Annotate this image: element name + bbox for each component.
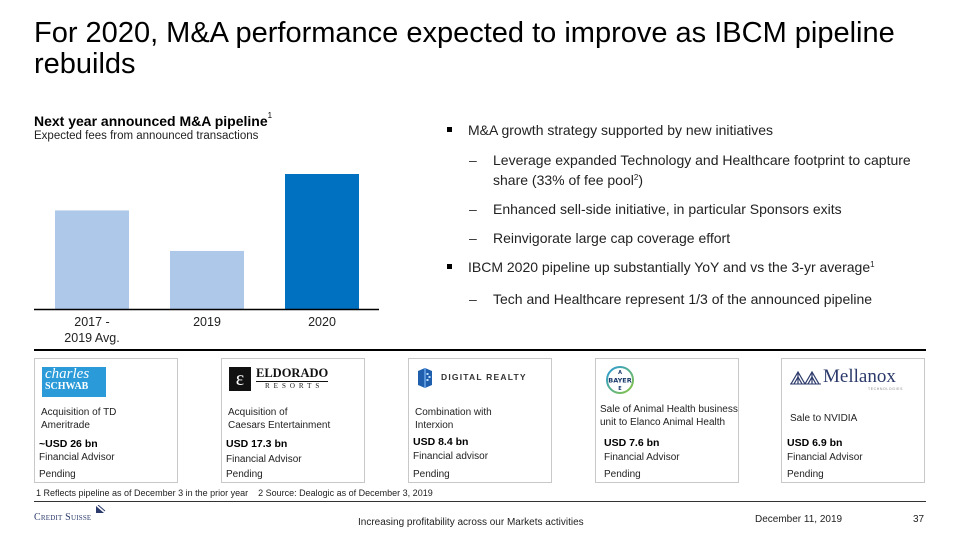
- deal-description: Sale to NVIDIA: [790, 412, 930, 425]
- deal-role: Financial Advisor: [787, 452, 863, 463]
- eldorado-e-icon: ε: [229, 367, 251, 391]
- mellanox-bridge-icon: [790, 371, 821, 385]
- deal-card-eldorado: ε ELDORADO RESORTS Acquisition of Caesars…: [221, 358, 365, 483]
- deal-description: Combination with Interxion: [415, 406, 555, 432]
- bayer-cross-icon: BAYER A E: [606, 366, 634, 394]
- footer-subtitle: Increasing profitability across our Mark…: [358, 517, 584, 528]
- deal-status: Pending: [39, 469, 76, 480]
- deal-status: Pending: [226, 469, 263, 480]
- chart-title: Next year announced M&A pipeline1: [34, 111, 273, 129]
- logo-text: SCHWAB: [45, 381, 89, 392]
- deal-role: Financial advisor: [413, 451, 489, 462]
- deal-card-bayer: BAYER A E Sale of Animal Health business…: [595, 358, 739, 483]
- x-tick-label: 2019: [193, 315, 221, 329]
- credit-suisse-logo: Credit Suisse: [34, 504, 106, 523]
- deal-value: USD 17.3 bn: [226, 438, 288, 450]
- x-tick-label: 2020: [308, 315, 336, 329]
- bullet-text: M&A growth strategy supported by new ini…: [468, 122, 774, 138]
- bar-2017-2019-avg-: [55, 210, 129, 309]
- bar-2019: [170, 250, 244, 309]
- svg-text:A: A: [618, 370, 622, 376]
- chart-header: Next year announced M&A pipeline1 Expect…: [34, 111, 273, 142]
- x-tick-label: 2017 -: [74, 315, 109, 329]
- bayer-logo: BAYER A E: [605, 365, 635, 395]
- deal-role: Financial Advisor: [604, 452, 680, 463]
- footnote-1: 1 Reflects pipeline as of December 3 in …: [36, 488, 249, 498]
- desc-line: Combination with: [415, 407, 492, 418]
- logo-text: DIGITAL REALTY: [441, 372, 527, 382]
- logo-text: ELDORADO: [256, 366, 329, 382]
- footnote-ref: 2: [633, 173, 639, 182]
- svg-text:E: E: [618, 386, 622, 392]
- footnote-2: 2 Source: Dealogic as of December 3, 201…: [258, 488, 433, 498]
- bullet-level2: Reinvigorate large cap coverage effort: [445, 228, 925, 248]
- deal-card-schwab: charles SCHWAB Acquisition of TD Ameritra…: [34, 358, 178, 483]
- section-divider: [34, 349, 926, 351]
- deal-card-mellanox: Mellanox TECHNOLOGIES Sale to NVIDIA USD…: [781, 358, 925, 483]
- bullet-text-suffix: ): [638, 172, 643, 188]
- deal-card-digital-realty: DIGITAL REALTY Combination with Interxion…: [408, 358, 552, 483]
- bullet-text: Enhanced sell-side initiative, in partic…: [493, 201, 842, 217]
- deal-value: USD 8.4 bn: [413, 436, 469, 448]
- bullet-text: Reinvigorate large cap coverage effort: [493, 230, 731, 246]
- deal-value: ~USD 26 bn: [39, 438, 98, 450]
- deal-role: Financial Advisor: [39, 452, 115, 463]
- logo-text: Credit Suisse: [34, 512, 92, 523]
- logo-text: Mellanox: [823, 366, 896, 387]
- slide-title: For 2020, M&A performance expected to im…: [34, 17, 895, 80]
- desc-line: Acquisition of: [228, 407, 288, 418]
- desc-line: Interxion: [415, 420, 454, 431]
- deal-value: USD 6.9 bn: [787, 437, 843, 449]
- desc-line: Sale to NVIDIA: [790, 413, 858, 424]
- footer-date: December 11, 2019: [755, 514, 843, 525]
- desc-line: Acquisition of TD: [41, 407, 117, 418]
- bar-2020: [285, 174, 359, 309]
- logo-text: RESORTS: [265, 382, 324, 390]
- deal-description: Acquisition of Caesars Entertainment: [228, 406, 368, 432]
- desc-line: Sale of Animal Health business: [600, 404, 738, 415]
- charles-schwab-logo: charles SCHWAB: [42, 367, 106, 397]
- bullet-text: Leverage expanded Technology and Healthc…: [493, 152, 911, 188]
- bullet-level2: Tech and Healthcare represent 1/3 of the…: [445, 289, 925, 309]
- logo-text: TECHNOLOGIES: [868, 387, 904, 391]
- desc-line: Ameritrade: [41, 420, 90, 431]
- digital-realty-logo: DIGITAL REALTY: [416, 367, 536, 389]
- deal-role: Financial Advisor: [226, 454, 302, 465]
- desc-line: Caesars Entertainment: [228, 420, 331, 431]
- pipeline-bar-chart: 2017 - 2019 Avg. 2019 2020: [34, 174, 379, 345]
- deal-status: Pending: [787, 469, 824, 480]
- mellanox-logo: Mellanox TECHNOLOGIES: [790, 367, 905, 393]
- x-tick-label: 2019 Avg.: [64, 331, 119, 345]
- page-number: 37: [913, 514, 925, 525]
- footnotes: 1 Reflects pipeline as of December 3 in …: [36, 488, 443, 498]
- chart-title-text: Next year announced M&A pipeline: [34, 113, 268, 129]
- eldorado-resorts-logo: ε ELDORADO RESORTS: [229, 367, 334, 393]
- bullet-text: Tech and Healthcare represent 1/3 of the…: [493, 291, 873, 307]
- deal-status: Pending: [413, 469, 450, 480]
- bullet-level2: Leverage expanded Technology and Healthc…: [445, 150, 925, 190]
- deal-value: USD 7.6 bn: [604, 437, 660, 449]
- svg-text:BAYER: BAYER: [608, 377, 632, 385]
- bullet-level1: IBCM 2020 pipeline up substantially YoY …: [445, 257, 925, 277]
- bullet-list: M&A growth strategy supported by new ini…: [445, 120, 925, 309]
- chart-subtitle: Expected fees from announced transaction…: [34, 130, 259, 142]
- bullet-text: IBCM 2020 pipeline up substantially YoY …: [468, 259, 871, 275]
- bullet-level2: Enhanced sell-side initiative, in partic…: [445, 199, 925, 219]
- footer-divider: [34, 501, 926, 502]
- credit-suisse-sail-icon: [96, 504, 106, 513]
- digital-realty-cube-icon: [418, 368, 432, 388]
- deal-description: Sale of Animal Health business unit to El…: [600, 403, 740, 429]
- logo-text: charles: [45, 366, 90, 382]
- deal-description: Acquisition of TD Ameritrade: [41, 406, 181, 432]
- bullet-level1: M&A growth strategy supported by new ini…: [445, 120, 925, 140]
- footnote-ref: 1: [870, 260, 875, 269]
- deal-status: Pending: [604, 469, 641, 480]
- footnote-ref: 1: [267, 111, 273, 120]
- desc-line: unit to Elanco Animal Health: [600, 417, 726, 428]
